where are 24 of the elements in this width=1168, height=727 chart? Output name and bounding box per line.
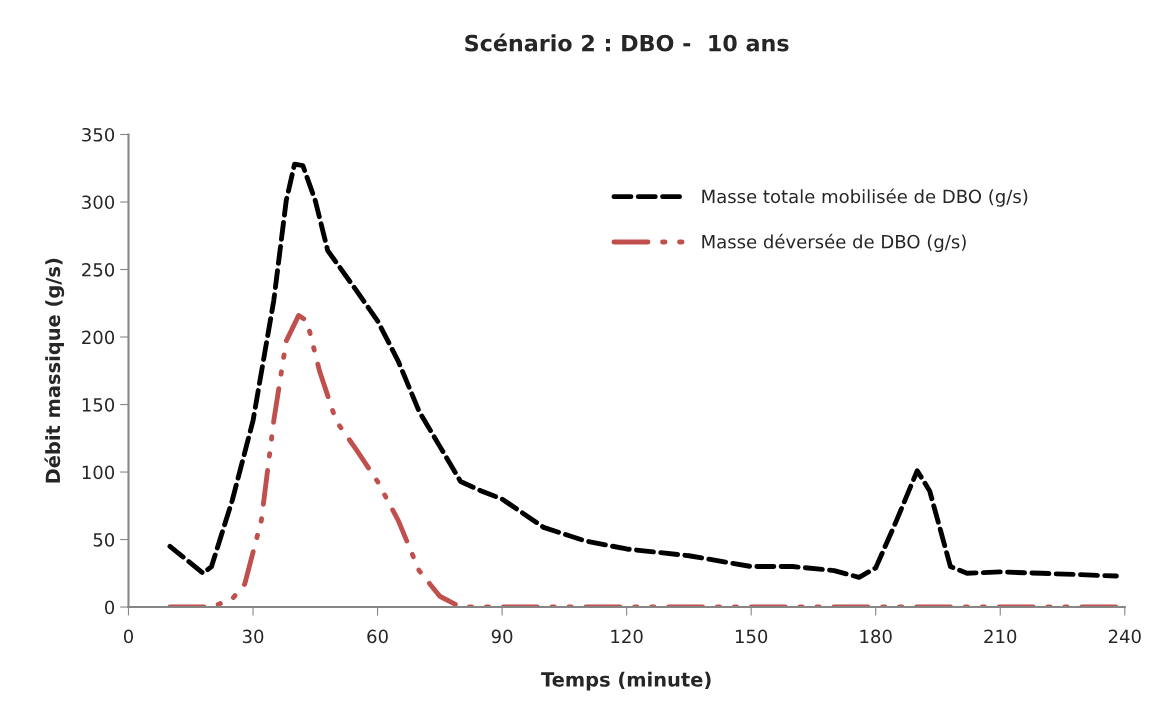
x-tick-label: 30 [242, 629, 264, 644]
x-tick-label: 120 [611, 629, 643, 644]
x-tick-label: 210 [984, 629, 1017, 644]
y-tick-label: 150 [82, 397, 115, 412]
y-tick-label: 100 [82, 465, 115, 480]
legend-label: Masse déversée de DBO (g/s) [702, 233, 966, 253]
line-series [167, 312, 1119, 608]
y-tick-label: 300 [82, 195, 115, 210]
x-axis-title: Temps (minute) [541, 671, 711, 691]
y-tick-label: 250 [82, 262, 115, 277]
x-tick-label: 90 [491, 629, 513, 644]
legend-label: Masse totale mobilisée de DBO (g/s) [702, 188, 1028, 207]
y-tick-label: 200 [82, 330, 115, 345]
y-axis-title: Débit massique (g/s) [44, 258, 65, 483]
x-tick-label: 150 [735, 629, 768, 644]
x-tick-label: 0 [123, 629, 134, 644]
line-series [167, 161, 1119, 580]
y-tick-label: 0 [104, 600, 115, 615]
x-tick-label: 60 [367, 629, 388, 644]
x-tick-label: 180 [860, 629, 892, 644]
y-tick-label: 50 [93, 533, 115, 547]
chart-title: Scénario 2 : DBO - 10 ans [465, 33, 789, 52]
x-tick-label: 240 [1108, 629, 1141, 644]
y-tick-label: 350 [82, 127, 115, 142]
